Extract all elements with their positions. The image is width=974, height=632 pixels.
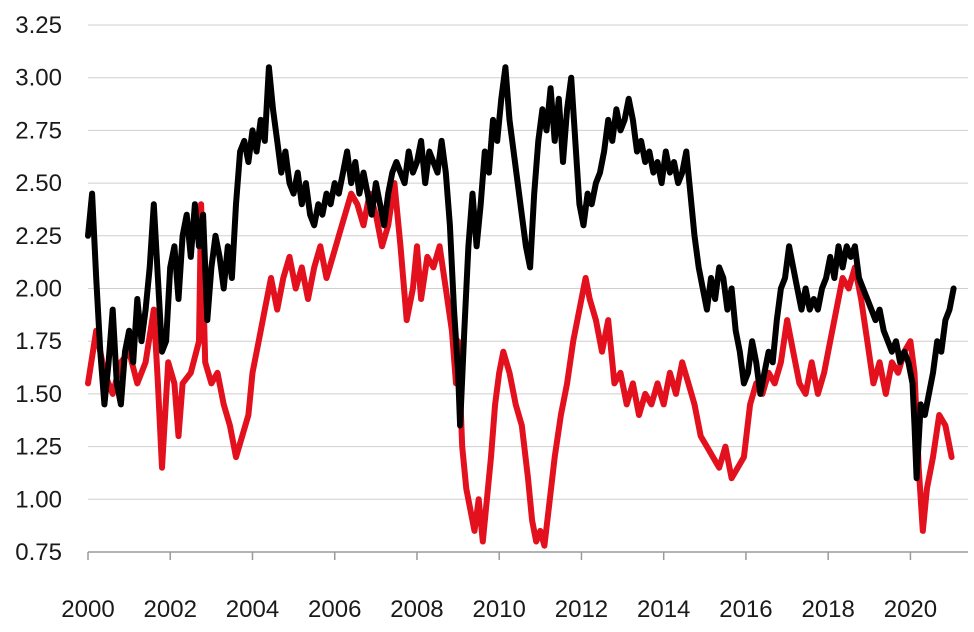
series-line-1 xyxy=(85,180,955,549)
y-tick-label: 3.25 xyxy=(15,12,62,39)
y-tick-label: 3.00 xyxy=(15,65,62,92)
x-tick-label: 2012 xyxy=(555,596,608,623)
y-tick-label: 2.00 xyxy=(15,276,62,303)
x-tick-label: 2000 xyxy=(61,596,114,623)
y-tick-label: 2.75 xyxy=(15,117,62,144)
x-tick-label: 2010 xyxy=(473,596,526,623)
x-tick-label: 2020 xyxy=(884,596,937,623)
y-tick-label: 1.00 xyxy=(15,486,62,513)
series-lines xyxy=(85,64,957,549)
x-tick-label: 2002 xyxy=(144,596,197,623)
y-tick-label: 2.50 xyxy=(15,170,62,197)
x-tick-label: 2006 xyxy=(308,596,361,623)
x-tick-label: 2004 xyxy=(226,596,279,623)
x-tick-label: 2016 xyxy=(719,596,772,623)
x-tick-label: 2018 xyxy=(801,596,854,623)
y-tick-labels: 0.75 1.00 1.25 1.50 1.75 2.00 2.25 2.50 2.75 3.00… xyxy=(15,12,62,566)
y-tick-label: 2.25 xyxy=(15,223,62,250)
y-tick-label: 1.25 xyxy=(15,434,62,461)
y-tick-label: 1.50 xyxy=(15,381,62,408)
y-tick-label: 1.75 xyxy=(15,328,62,355)
x-tick-label: 2008 xyxy=(390,596,443,623)
x-tick-label: 2014 xyxy=(637,596,690,623)
y-tick-label: 0.75 xyxy=(15,539,62,566)
x-axis xyxy=(87,551,968,560)
x-tick-labels: 2000 2002 2004 2006 2008 2010 2012 2014 2016 2018… xyxy=(61,596,937,623)
series-line-2 xyxy=(85,64,957,482)
